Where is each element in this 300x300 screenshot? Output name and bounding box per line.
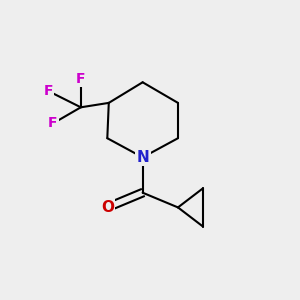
Text: F: F bbox=[48, 116, 58, 130]
Text: F: F bbox=[44, 84, 53, 98]
Text: O: O bbox=[101, 200, 114, 215]
Text: F: F bbox=[76, 72, 86, 86]
Text: N: N bbox=[136, 150, 149, 165]
